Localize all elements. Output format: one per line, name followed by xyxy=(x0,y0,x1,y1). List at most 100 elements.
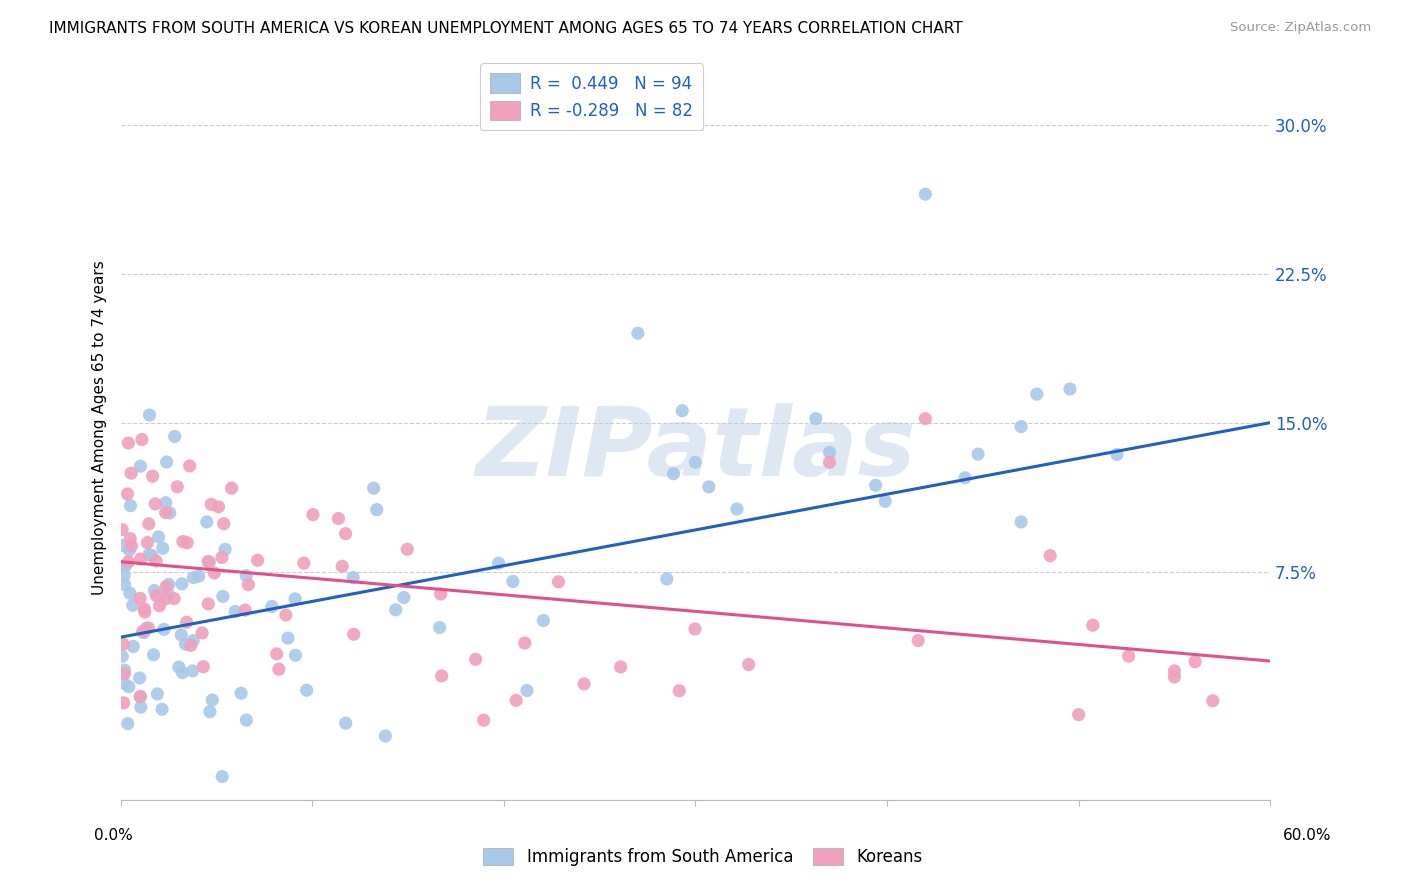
Point xyxy=(200,497,222,511)
Point xyxy=(129,591,152,606)
Text: ZIPatlas: ZIPatlas xyxy=(475,403,915,497)
Point xyxy=(429,621,451,635)
Point xyxy=(547,574,569,589)
Point xyxy=(914,187,936,202)
Point xyxy=(211,550,233,565)
Text: 0.0%: 0.0% xyxy=(94,828,134,843)
Point xyxy=(120,466,142,480)
Point xyxy=(818,455,841,469)
Point xyxy=(198,555,221,569)
Point xyxy=(129,700,152,714)
Point xyxy=(163,591,186,606)
Point xyxy=(1163,664,1185,678)
Point xyxy=(1067,707,1090,722)
Point xyxy=(737,657,759,672)
Point xyxy=(156,586,179,600)
Point xyxy=(662,467,685,481)
Point xyxy=(197,555,219,569)
Point xyxy=(818,445,841,459)
Point xyxy=(429,587,451,601)
Point xyxy=(135,622,157,636)
Point xyxy=(118,543,141,558)
Point xyxy=(267,662,290,676)
Point xyxy=(114,578,136,592)
Point xyxy=(221,481,243,495)
Point xyxy=(214,542,236,557)
Point xyxy=(516,683,538,698)
Point xyxy=(111,649,134,664)
Point xyxy=(627,326,650,341)
Point xyxy=(396,542,419,557)
Point xyxy=(343,627,366,641)
Point xyxy=(967,447,990,461)
Legend: Immigrants from South America, Koreans: Immigrants from South America, Koreans xyxy=(477,841,929,873)
Point xyxy=(120,532,142,546)
Point xyxy=(143,497,166,511)
Point xyxy=(122,640,145,654)
Point xyxy=(914,411,936,425)
Point xyxy=(111,539,134,553)
Point xyxy=(211,590,233,604)
Point xyxy=(131,624,153,639)
Text: 60.0%: 60.0% xyxy=(1284,828,1331,843)
Point xyxy=(141,549,163,563)
Point xyxy=(235,568,257,582)
Point xyxy=(162,877,184,891)
Point xyxy=(1081,618,1104,632)
Point xyxy=(1059,382,1081,396)
Point xyxy=(211,770,233,784)
Text: Source: ZipAtlas.com: Source: ZipAtlas.com xyxy=(1230,21,1371,34)
Point xyxy=(292,556,315,570)
Point xyxy=(668,683,690,698)
Point xyxy=(112,637,135,651)
Point xyxy=(136,535,159,549)
Point xyxy=(142,469,165,483)
Point xyxy=(132,625,155,640)
Point xyxy=(330,559,353,574)
Point xyxy=(266,647,288,661)
Point xyxy=(374,729,396,743)
Point xyxy=(464,652,486,666)
Point xyxy=(145,589,167,603)
Point xyxy=(150,702,173,716)
Point xyxy=(302,508,325,522)
Point xyxy=(131,433,153,447)
Point xyxy=(121,539,143,553)
Point xyxy=(193,659,215,673)
Point xyxy=(142,648,165,662)
Point xyxy=(148,599,170,613)
Point xyxy=(224,604,246,618)
Text: IMMIGRANTS FROM SOUTH AMERICA VS KOREAN UNEMPLOYMENT AMONG AGES 65 TO 74 YEARS C: IMMIGRANTS FROM SOUTH AMERICA VS KOREAN … xyxy=(49,21,963,36)
Point xyxy=(197,597,219,611)
Point xyxy=(163,429,186,443)
Point xyxy=(112,696,135,710)
Point xyxy=(176,536,198,550)
Point xyxy=(235,713,257,727)
Point xyxy=(134,602,156,616)
Point xyxy=(207,500,229,514)
Point xyxy=(143,583,166,598)
Point xyxy=(129,690,152,704)
Point xyxy=(181,633,204,648)
Point xyxy=(1092,815,1115,830)
Point xyxy=(907,633,929,648)
Point xyxy=(138,408,160,422)
Point xyxy=(1184,655,1206,669)
Point xyxy=(328,511,350,525)
Point xyxy=(875,494,897,508)
Point xyxy=(277,631,299,645)
Point xyxy=(155,506,177,520)
Point xyxy=(725,502,748,516)
Point xyxy=(260,599,283,614)
Point xyxy=(274,608,297,623)
Point xyxy=(174,637,197,651)
Point xyxy=(112,666,135,681)
Point xyxy=(166,480,188,494)
Point xyxy=(472,713,495,727)
Point xyxy=(145,554,167,568)
Point xyxy=(609,660,631,674)
Point xyxy=(683,622,706,636)
Point xyxy=(191,626,214,640)
Point xyxy=(128,671,150,685)
Point xyxy=(187,569,209,583)
